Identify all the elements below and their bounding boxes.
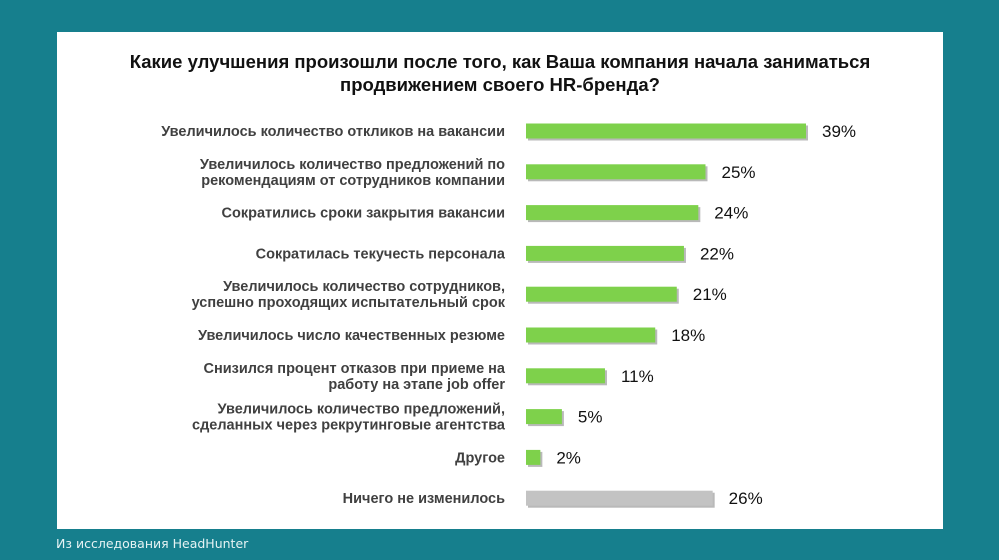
bar-5	[526, 286, 677, 302]
bar-4	[526, 245, 684, 261]
bar-6	[526, 327, 656, 343]
bar-2	[526, 164, 706, 180]
value-label-9: 2%	[556, 448, 581, 467]
chart-title-line-1: Какие улучшения произошли после того, ка…	[129, 51, 871, 72]
category-label-2: Увеличилось количество предложений по рек…	[200, 157, 505, 189]
category-label-6: Увеличилось число качественных резюме	[198, 328, 505, 344]
bar-9	[526, 449, 541, 465]
value-label-10: 26%	[729, 489, 763, 508]
bar-1	[526, 123, 806, 139]
chart-title: Какие улучшения произошли после того, ка…	[57, 50, 943, 96]
bar-7	[526, 368, 605, 384]
category-label-5: Увеличилось количество сотрудников, успеш…	[192, 279, 506, 311]
value-label-6: 18%	[671, 326, 705, 345]
source-note: Из исследования HeadHunter	[56, 536, 249, 551]
category-label-1: Увеличилось количество откликов на вакан…	[161, 124, 505, 140]
value-label-5: 21%	[693, 285, 727, 304]
value-label-4: 22%	[700, 244, 734, 263]
value-label-8: 5%	[578, 408, 603, 427]
category-label-4: Сократилась текучесть персонала	[256, 246, 506, 262]
bar-3	[526, 205, 699, 221]
value-label-7: 11%	[621, 367, 654, 386]
value-label-3: 24%	[714, 204, 748, 223]
category-label-9: Другое	[455, 450, 505, 466]
category-label-10: Ничего не изменилось	[343, 491, 505, 507]
value-label-2: 25%	[721, 163, 755, 182]
category-label-8: Увеличилось количество предложений, сдела…	[192, 402, 506, 434]
category-label-3: Сократились сроки закрытия вакансии	[222, 206, 505, 222]
category-label-7: Снизился процент отказов при приеме на ра…	[203, 361, 505, 393]
chart-card: Какие улучшения произошли после того, ка…	[57, 32, 943, 529]
value-label-1: 39%	[822, 122, 856, 141]
bar-8	[526, 409, 562, 425]
chart-title-line-2: продвижением своего HR-бренда?	[340, 74, 660, 95]
bar-10	[526, 490, 713, 506]
